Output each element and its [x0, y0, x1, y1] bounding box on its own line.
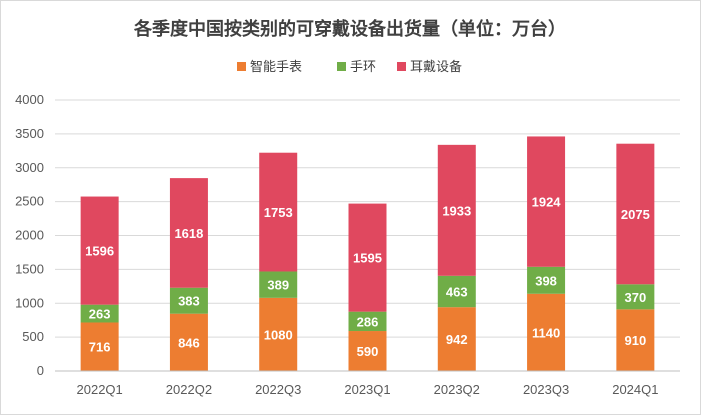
data-label-2022Q2-0: 846 [178, 335, 200, 350]
bar-2023Q1-1 [348, 311, 387, 332]
data-label-2022Q3-1: 389 [267, 278, 289, 293]
x-tick-label-1: 2022Q2 [166, 382, 212, 397]
data-label-2022Q3-2: 1753 [264, 205, 293, 220]
data-label-2023Q3-2: 1924 [532, 195, 562, 210]
y-tick-label-6: 3000 [15, 160, 44, 175]
gridlines [55, 99, 680, 338]
data-label-2022Q1-0: 716 [89, 340, 111, 355]
bar-2023Q2-0 [437, 307, 476, 371]
data-label-2023Q1-0: 590 [357, 344, 379, 359]
data-label-2024Q1-2: 2075 [621, 207, 650, 222]
y-tick-label-3: 1500 [15, 261, 44, 276]
legend-swatch-1 [337, 62, 346, 71]
x-tick-label-5: 2023Q3 [523, 382, 569, 397]
legend-swatch-2 [397, 62, 406, 71]
legend-label-2: 耳戴设备 [410, 59, 462, 75]
bar-2022Q1-2 [80, 196, 119, 305]
data-label-2022Q3-0: 1080 [264, 327, 293, 342]
bars: 716 263 1596 846 383 1618 1080 389 1753 590 286 159… [80, 136, 655, 371]
x-axis: 2022Q1 2022Q2 2022Q3 2023Q1 2023Q2 2023Q3 2024… [55, 370, 680, 397]
data-label-2022Q2-1: 383 [178, 294, 200, 309]
bar-2022Q2-0 [169, 313, 208, 371]
bar-2023Q3-0 [527, 293, 566, 371]
y-tick-label-7: 3500 [15, 126, 44, 141]
data-label-2024Q1-1: 370 [625, 290, 647, 305]
data-label-2023Q2-2: 1933 [442, 203, 471, 218]
data-label-2022Q1-2: 1596 [85, 244, 114, 259]
bar-2024Q1-0 [616, 309, 655, 371]
x-tick-label-2: 2022Q3 [255, 382, 301, 397]
bar-2023Q2-2 [437, 144, 476, 276]
data-label-2022Q1-1: 263 [89, 307, 111, 322]
y-tick-label-1: 500 [22, 329, 44, 344]
chart-title: 各季度中国按类别的可穿戴设备出货量（单位：万台） [133, 18, 566, 40]
bar-2023Q3-1 [527, 266, 566, 294]
bar-2022Q2-1 [169, 287, 208, 314]
x-tick-label-0: 2022Q1 [77, 382, 123, 397]
x-tick-label-6: 2024Q1 [612, 382, 658, 397]
x-tick-label-3: 2023Q1 [344, 382, 390, 397]
data-label-2023Q2-1: 463 [446, 284, 468, 299]
data-label-2023Q1-2: 1595 [353, 251, 382, 266]
legend: 智能手表 手环 耳戴设备 [237, 59, 462, 75]
bar-2022Q3-1 [259, 271, 298, 298]
bar-2024Q1-2 [616, 143, 655, 285]
bar-2023Q3-2 [527, 136, 566, 267]
bar-2022Q3-2 [259, 152, 298, 272]
data-label-2023Q2-0: 942 [446, 332, 468, 347]
data-label-2023Q3-0: 1140 [532, 325, 560, 340]
legend-label-0: 智能手表 [250, 60, 302, 75]
y-tick-label-8: 4000 [15, 92, 44, 107]
y-axis: 0 500 1000 1500 2000 2500 3000 3500 4000 [15, 92, 44, 378]
bar-2023Q1-0 [348, 331, 387, 371]
data-label-2024Q1-0: 910 [625, 333, 647, 348]
y-tick-label-2: 1000 [15, 295, 44, 310]
bar-2024Q1-1 [616, 284, 655, 310]
bar-2022Q1-0 [80, 322, 119, 371]
data-label-2023Q3-1: 398 [535, 273, 557, 288]
y-tick-label-0: 0 [37, 363, 44, 378]
data-label-2023Q1-1: 286 [357, 314, 379, 329]
legend-swatch-0 [237, 62, 246, 71]
bar-2023Q1-2 [348, 203, 387, 312]
y-tick-label-5: 2500 [15, 194, 44, 209]
bar-2022Q3-0 [259, 297, 298, 371]
bar-2023Q2-1 [437, 275, 476, 308]
x-tick-label-4: 2023Q2 [434, 382, 480, 397]
bar-2022Q2-2 [169, 178, 208, 288]
y-tick-label-4: 2000 [15, 228, 44, 243]
data-label-2022Q2-2: 1618 [174, 226, 203, 241]
legend-label-1: 手环 [350, 60, 376, 75]
bar-2022Q1-1 [80, 304, 119, 323]
